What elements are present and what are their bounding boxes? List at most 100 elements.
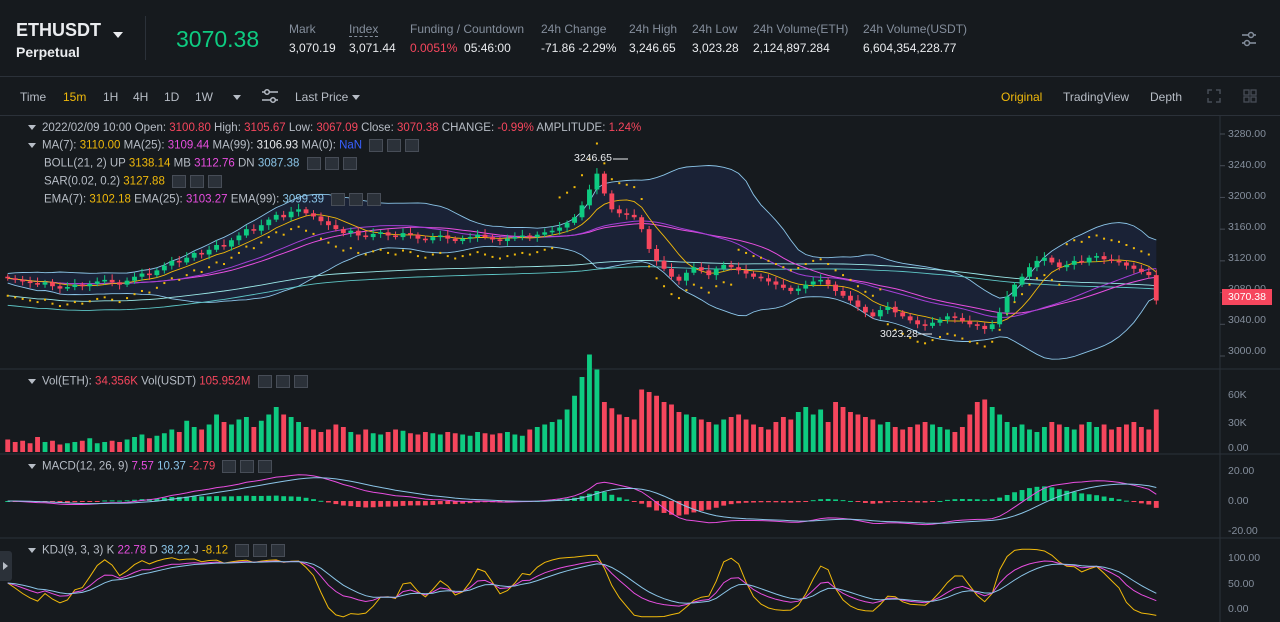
settings-icon[interactable] [324, 157, 339, 170]
more-intervals-icon[interactable] [233, 95, 241, 100]
sar-dot [916, 340, 919, 343]
candle-body [631, 214, 637, 218]
candle-body [243, 229, 249, 236]
candle-body [937, 319, 943, 323]
collapse-icon[interactable] [28, 548, 36, 553]
visibility-icon[interactable] [331, 193, 346, 206]
sar-dot [1132, 247, 1135, 250]
layout-grid-icon[interactable] [1243, 89, 1257, 103]
candle-body [1056, 262, 1062, 268]
volume-bar [139, 434, 145, 452]
close-icon[interactable] [293, 375, 308, 388]
settings-icon[interactable] [253, 544, 268, 557]
sar-dot [767, 259, 770, 262]
interval-1h[interactable]: 1H [103, 90, 119, 104]
volume-bar [393, 429, 398, 452]
collapse-icon[interactable] [28, 464, 36, 469]
macd-hist-bar [206, 496, 212, 501]
sar-dot [155, 286, 158, 289]
interval-4h[interactable]: 4H [133, 90, 149, 104]
macd-hist-bar [1094, 495, 1100, 501]
volume-bar [333, 424, 339, 452]
macd-hist-bar [766, 501, 771, 503]
close-icon[interactable] [367, 193, 382, 206]
symbol-dropdown-icon[interactable] [113, 32, 123, 38]
interval-15m[interactable]: 15m [63, 90, 87, 104]
fullscreen-icon[interactable] [1207, 89, 1221, 103]
visibility-icon[interactable] [222, 460, 237, 473]
sar-dot [938, 335, 941, 338]
interval-time[interactable]: Time [20, 90, 47, 104]
sar-dot [208, 266, 211, 269]
volume-bar [430, 433, 436, 452]
volume-bar [1124, 424, 1129, 452]
price-type-selector[interactable]: Last Price [295, 90, 360, 104]
settings-icon[interactable] [190, 175, 205, 188]
visibility-icon[interactable] [257, 375, 272, 388]
sar-dot [603, 162, 606, 165]
settings-sliders-icon[interactable] [1240, 30, 1258, 48]
close-icon[interactable] [405, 139, 420, 152]
volume-bar [527, 429, 533, 452]
sar-dot [1088, 236, 1091, 239]
indicator-settings-icon[interactable] [261, 88, 279, 104]
visibility-icon[interactable] [235, 544, 250, 557]
candle-body [795, 288, 801, 291]
volume-bar [661, 402, 667, 452]
candle-body [1079, 260, 1085, 263]
macd-hist-bar [1079, 493, 1085, 501]
sar-dot [416, 255, 419, 258]
candle-body [147, 273, 152, 276]
settings-icon[interactable] [240, 460, 255, 473]
macd-hist-bar [1124, 500, 1129, 502]
candle-body [683, 272, 689, 281]
volume-bar [236, 419, 242, 452]
view-tradingview[interactable]: TradingView [1063, 90, 1130, 104]
volume-bar [340, 427, 346, 452]
candlestick-chart[interactable] [0, 116, 1280, 622]
macd-hist-bar [1049, 487, 1055, 501]
volume-bar [624, 417, 630, 452]
visibility-icon[interactable] [172, 175, 187, 188]
volume-bar [258, 420, 264, 452]
index-label[interactable]: Index [349, 22, 379, 37]
volume-bar [885, 422, 891, 452]
visibility-icon[interactable] [306, 157, 321, 170]
high-marker-label: 3246.65 [574, 152, 612, 164]
view-original[interactable]: Original [1001, 90, 1043, 104]
sar-dot [349, 247, 352, 250]
candle-body [311, 213, 316, 217]
candle-body [691, 267, 697, 273]
collapse-icon[interactable] [28, 143, 36, 148]
collapse-icon[interactable] [28, 125, 36, 131]
close-icon[interactable] [271, 544, 286, 557]
macd-hist-bar [758, 501, 764, 503]
volume-bar [35, 437, 40, 452]
panel-expand-handle[interactable] [0, 551, 12, 581]
settings-icon[interactable] [275, 375, 290, 388]
macd-hist-bar [646, 501, 652, 508]
interval-1d[interactable]: 1D [164, 90, 180, 104]
macd-hist-bar [728, 501, 734, 505]
close-icon[interactable] [342, 157, 357, 170]
interval-1w[interactable]: 1W [195, 90, 213, 104]
kdj-axis-tick: 100.00 [1228, 552, 1261, 564]
collapse-icon[interactable] [28, 379, 36, 384]
settings-icon[interactable] [387, 139, 402, 152]
candle-body [124, 280, 130, 285]
volume-bar [1094, 427, 1100, 452]
close-icon[interactable] [258, 460, 273, 473]
sar-dot [1043, 274, 1046, 277]
symbol-name[interactable]: ETHUSDT [16, 20, 101, 40]
visibility-icon[interactable] [369, 139, 384, 152]
candle-body [1146, 271, 1152, 276]
settings-icon[interactable] [349, 193, 364, 206]
candle-body [318, 216, 324, 222]
view-depth[interactable]: Depth [1150, 90, 1183, 104]
funding-rate: 0.0051% [410, 41, 458, 55]
candle-body [191, 252, 197, 258]
volume-eth-label: 24h Volume(ETH) [753, 22, 849, 36]
close-icon[interactable] [208, 175, 223, 188]
sar-dot [58, 305, 61, 308]
macd-hist-bar [251, 495, 257, 501]
